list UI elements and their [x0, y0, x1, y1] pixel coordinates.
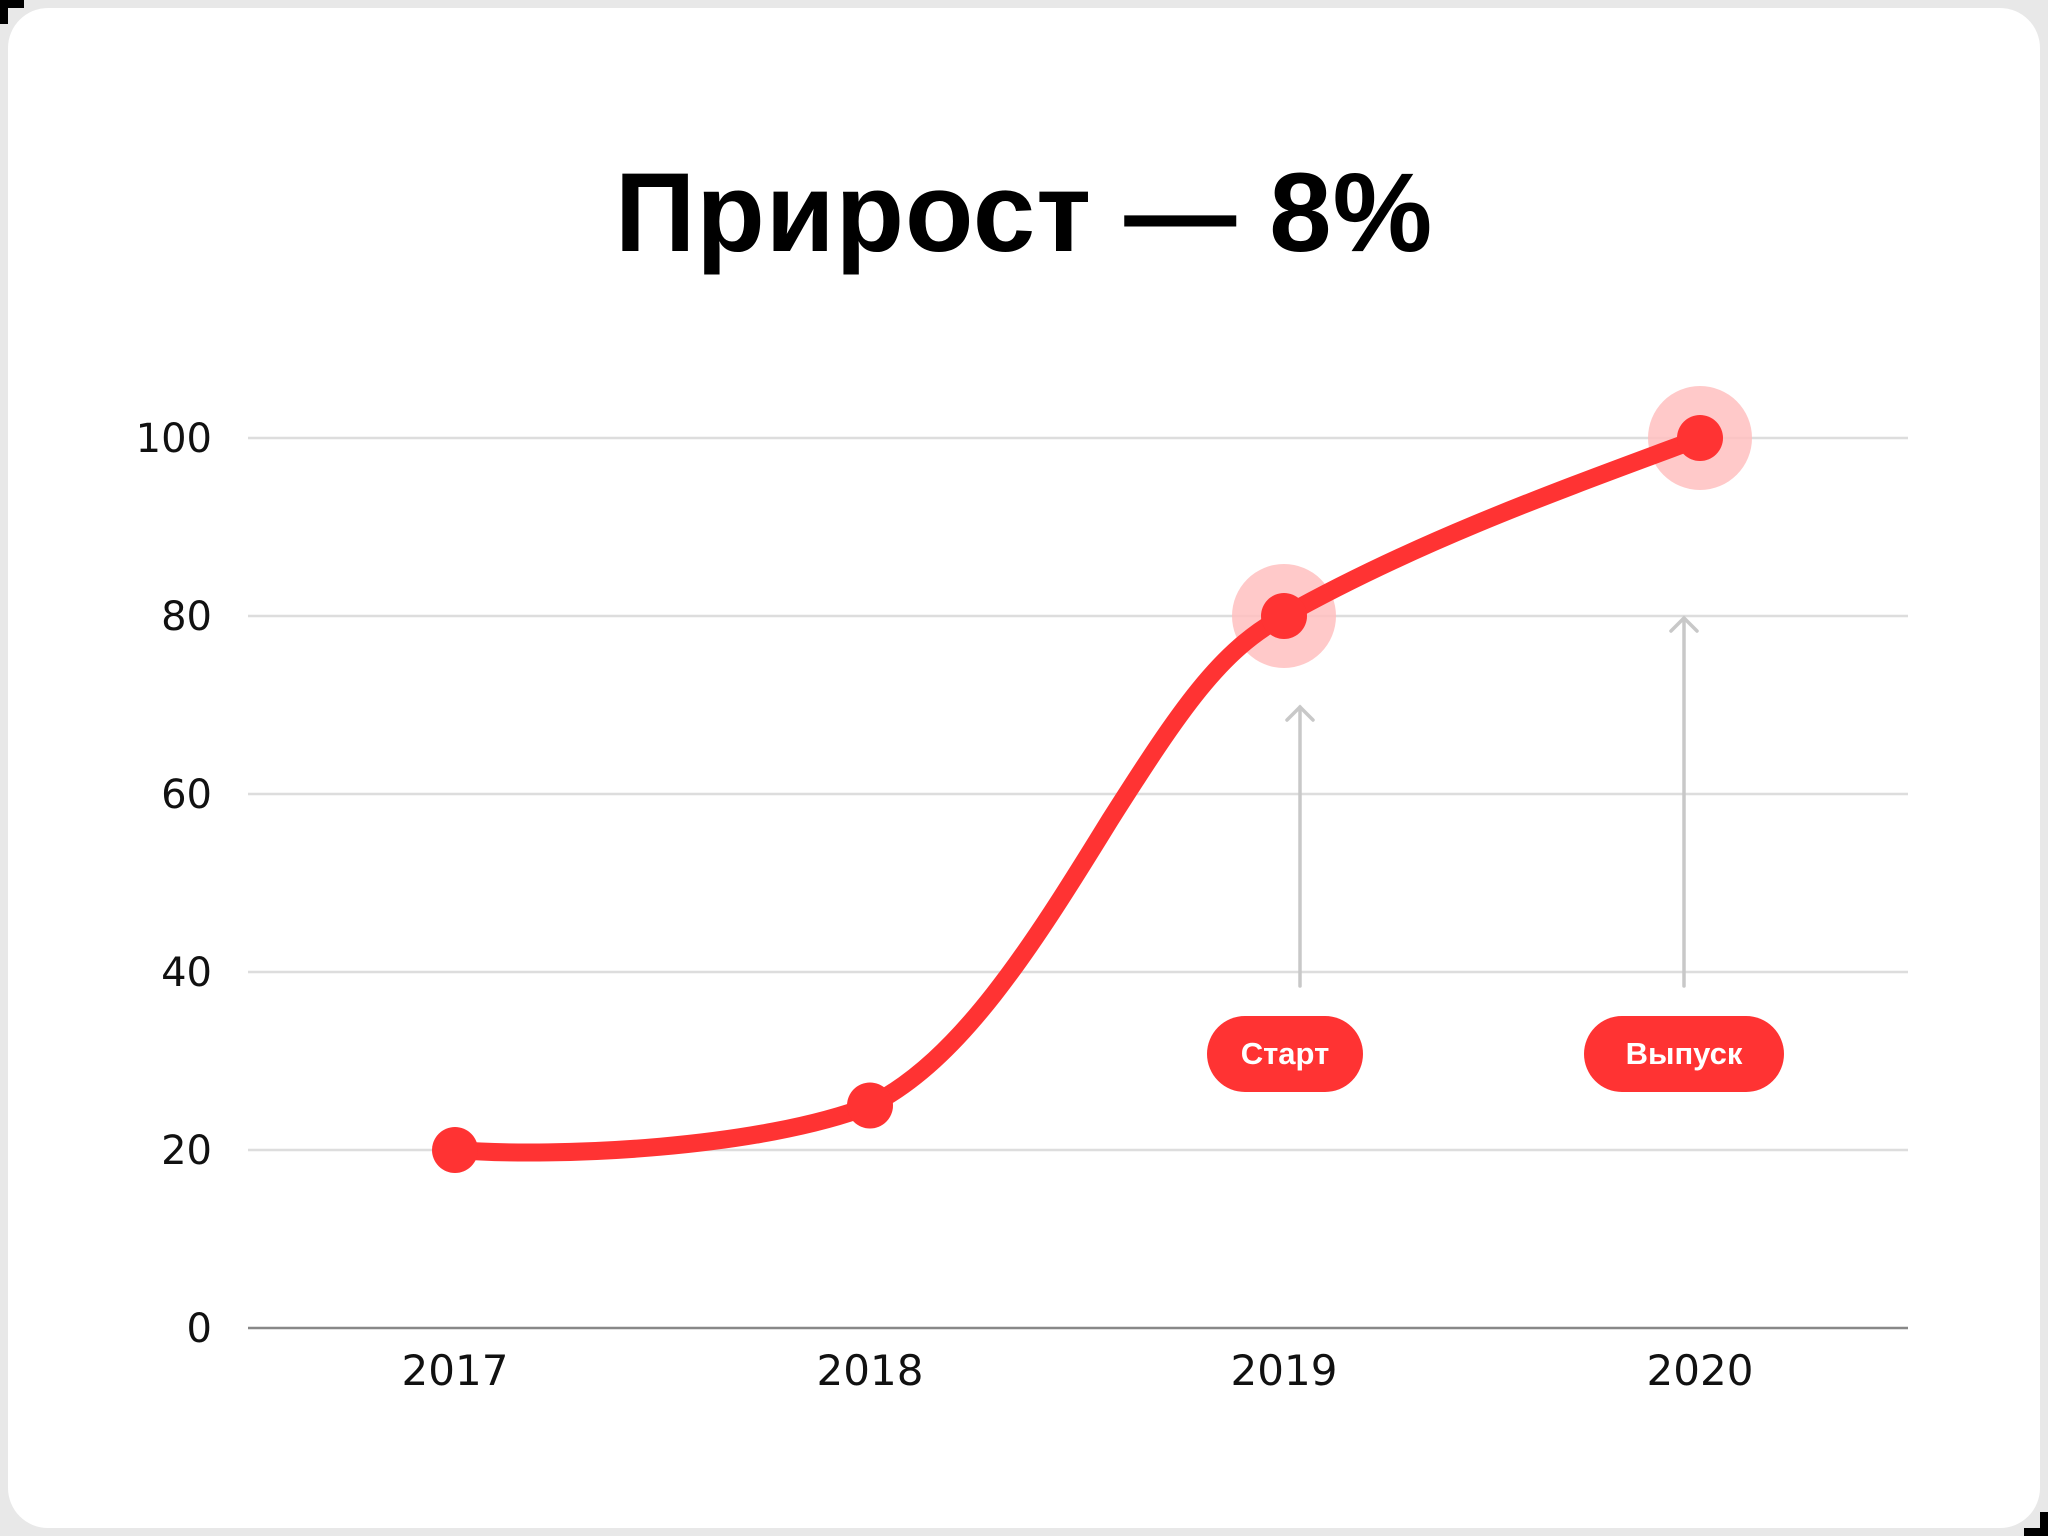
y-axis-ticks: 0 20 40 60 80 100: [136, 416, 212, 1352]
corner-marker-top-left: [0, 0, 24, 24]
data-point: [847, 1082, 893, 1129]
chart-title: Прирост — 8%: [614, 150, 1434, 275]
x-axis-ticks: 2017 2018 2019 2020: [402, 1346, 1754, 1395]
y-tick-label: 80: [161, 594, 212, 640]
data-points: [432, 415, 1723, 1173]
y-tick-label: 20: [161, 1128, 212, 1174]
data-point: [1261, 593, 1307, 639]
x-tick-label: 2019: [1231, 1346, 1338, 1395]
x-tick-label: 2017: [402, 1346, 509, 1395]
arrow-up-icon: [1285, 704, 1315, 988]
data-point: [1677, 415, 1723, 461]
y-tick-label: 60: [161, 772, 212, 818]
chart-card: [8, 8, 2040, 1528]
annotation-arrows: [1285, 615, 1699, 988]
arrow-up-icon: [1669, 615, 1699, 988]
data-point: [432, 1127, 478, 1173]
x-tick-label: 2018: [817, 1346, 924, 1395]
series-line: [446, 429, 1709, 1162]
corner-marker-bottom-right: [2024, 1512, 2048, 1536]
annotation-release-badge: Выпуск: [1584, 1016, 1784, 1092]
y-tick-label: 0: [187, 1306, 212, 1352]
y-tick-label: 100: [136, 416, 212, 462]
annotation-start-badge: Старт: [1207, 1016, 1363, 1092]
x-tick-label: 2020: [1647, 1346, 1754, 1395]
y-tick-label: 40: [161, 950, 212, 996]
